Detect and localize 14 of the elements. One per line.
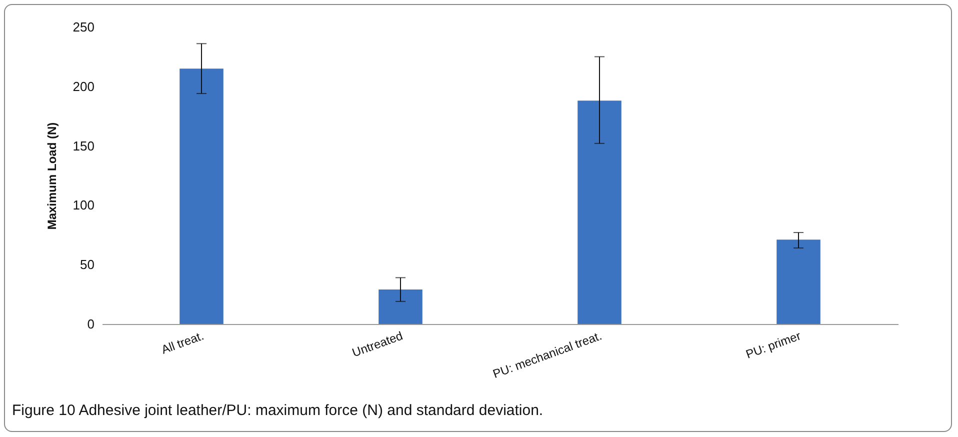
bar	[776, 240, 820, 324]
y-tick-label: 250	[72, 20, 94, 34]
y-tick-label: 150	[72, 138, 94, 154]
y-tick-label: 0	[87, 316, 94, 332]
y-axis-title: Maximum Load (N)	[44, 122, 59, 230]
caption: Figure 10 Adhesive joint leather/PU: maximum force (N) and standard deviation.	[12, 402, 544, 419]
x-tick-label: All treat.	[159, 328, 206, 357]
bar	[378, 290, 422, 324]
bar	[180, 68, 224, 324]
bar	[578, 100, 622, 324]
y-tick-label: 200	[72, 78, 94, 94]
y-tick-label: 50	[80, 257, 94, 272]
y-tick-label: 100	[72, 198, 94, 213]
x-tick-label: PU: primer	[744, 328, 803, 362]
